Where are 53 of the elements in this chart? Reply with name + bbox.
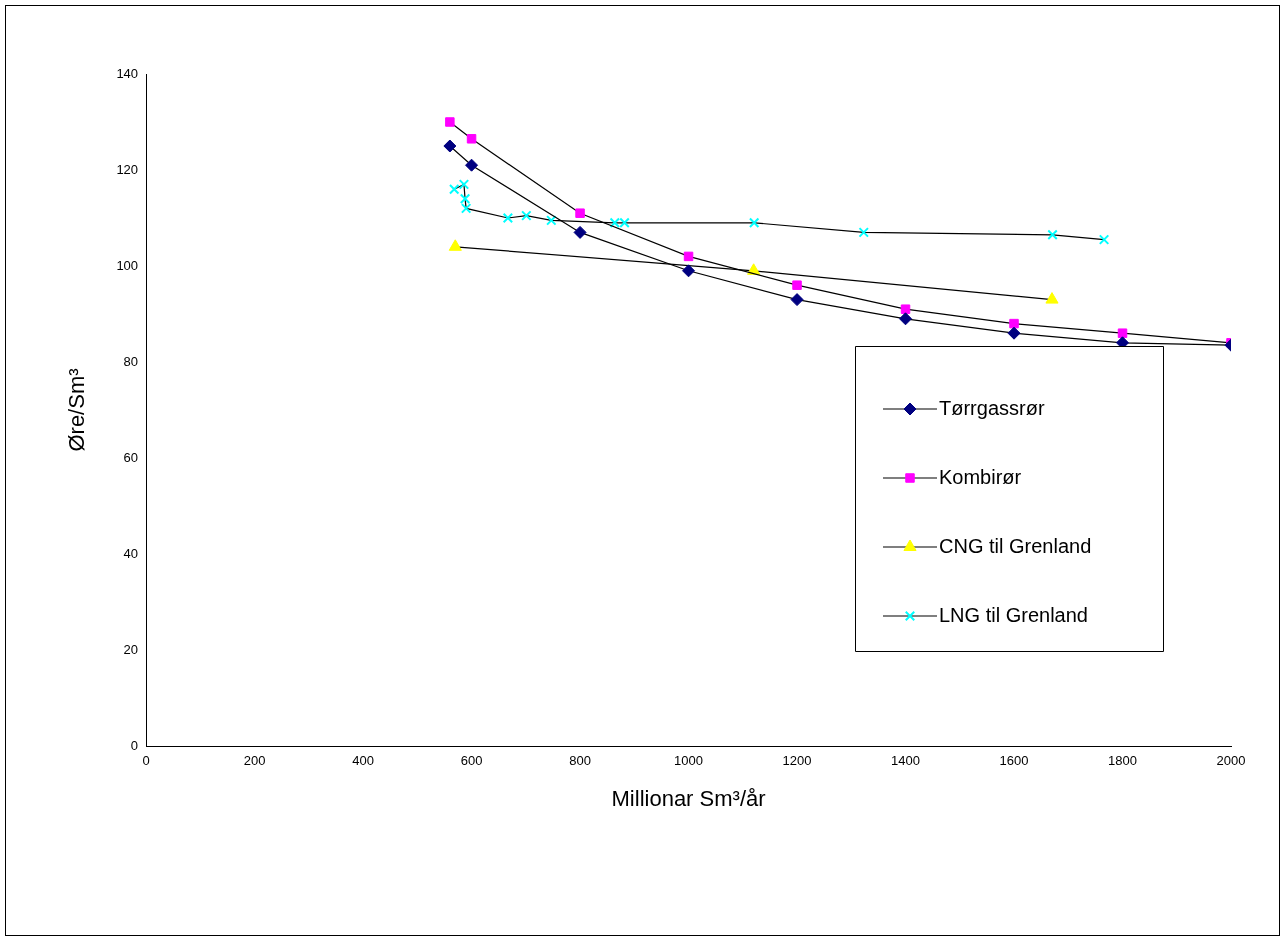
x-tick-label: 800: [569, 753, 591, 769]
point: [748, 217, 760, 229]
point: [465, 158, 479, 172]
point: [521, 210, 532, 221]
point: [1098, 234, 1110, 245]
x-tick-label: 1800: [1108, 753, 1137, 769]
legend-label: Tørrgassrør: [939, 396, 1045, 419]
point: [682, 264, 696, 278]
point: [445, 117, 455, 127]
x-tick-label: 200: [243, 753, 266, 769]
point: [609, 217, 621, 229]
point: [1047, 229, 1058, 241]
y-tick-label: 40: [123, 545, 139, 561]
legend-label: CNG til Grenland: [939, 534, 1092, 557]
x-tick-label: 1600: [999, 753, 1029, 769]
x-tick-label: 600: [460, 753, 483, 769]
y-tick-label: 140: [116, 65, 139, 81]
x-tick-label: 0: [142, 753, 150, 769]
point: [448, 239, 462, 251]
x-tick-label: 400: [352, 753, 374, 769]
point: [900, 304, 911, 314]
point: [573, 225, 587, 239]
point: [858, 227, 869, 238]
point: [448, 183, 460, 195]
x-axis-title: Millionar Sm³/år: [611, 785, 766, 811]
x-tick-label: 1000: [674, 753, 704, 769]
y-tick-label: 120: [116, 161, 139, 177]
point: [1045, 292, 1059, 304]
point: [502, 212, 514, 224]
y-tick-label: 60: [123, 449, 139, 465]
point: [575, 208, 585, 218]
point: [1117, 328, 1128, 338]
y-tick-label: 20: [123, 641, 139, 657]
legend-label: LNG til Grenland: [939, 603, 1088, 626]
y-axis-title: Øre/Sm³: [64, 368, 90, 452]
point: [792, 280, 802, 290]
point: [619, 217, 630, 229]
point: [466, 134, 477, 144]
point: [458, 179, 470, 190]
y-tick-label: 100: [116, 257, 139, 273]
y-tick-label: 80: [123, 353, 139, 369]
point: [790, 293, 804, 307]
x-tick-label: 2000: [1216, 753, 1246, 769]
point: [443, 139, 457, 153]
point: [683, 251, 694, 262]
point: [899, 312, 913, 326]
x-tick-label: 1200: [782, 753, 812, 769]
point: [1007, 326, 1021, 340]
point: [1009, 318, 1019, 329]
legend-label: Kombirør: [939, 465, 1022, 488]
point: [546, 215, 557, 226]
x-tick-label: 1400: [891, 753, 920, 769]
y-tick-label: 0: [130, 737, 139, 753]
